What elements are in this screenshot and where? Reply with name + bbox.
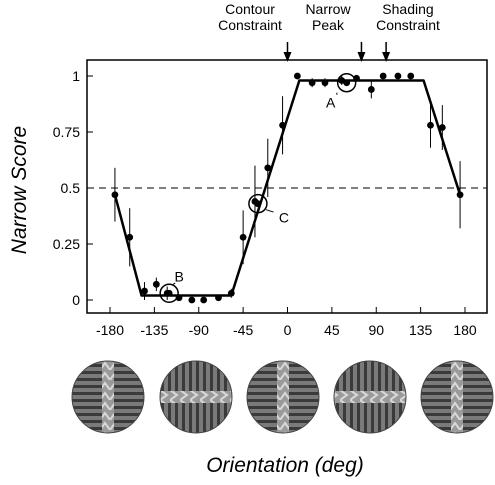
top-annotation-2-line-1: Constraint (376, 17, 440, 33)
x-tick-label-5: 45 (324, 322, 340, 338)
data-points (111, 72, 464, 304)
fit-line-layer (113, 79, 462, 297)
plot-frame (86, 59, 488, 314)
data-point-12 (264, 164, 272, 172)
point-label-b: B (174, 268, 183, 284)
stimulus-180-bar (451, 361, 463, 433)
y-axis-title: Narrow Score (8, 126, 31, 254)
x-axis-title: Orientation (deg) (206, 454, 364, 477)
stimulus-0 (246, 360, 320, 434)
stimulus-180-fill (421, 361, 493, 433)
label-leader-b (172, 282, 176, 285)
data-point-22 (407, 72, 415, 80)
data-point-8 (215, 294, 222, 302)
data-point-6 (188, 296, 196, 304)
top-arrow-head-2 (382, 52, 391, 62)
stimulus--180-rim (71, 360, 145, 434)
stimulus-90-rim (333, 360, 407, 434)
annotations: ContourConstraintNarrowPeakShadingConstr… (218, 1, 440, 62)
x-tick-label-0: -180 (96, 322, 124, 338)
top-arrow-head-1 (357, 52, 366, 62)
data-point-2 (141, 287, 148, 295)
stimulus--180-bar (102, 361, 114, 433)
stimulus-90-fill (334, 361, 406, 433)
highlight-point-c (254, 200, 262, 208)
data-point-14 (293, 72, 301, 80)
data-point-23 (427, 121, 434, 129)
top-annotation-0-line-1: Constraint (218, 17, 282, 33)
y-tick-label-1: 0.25 (53, 236, 80, 252)
highlight-point-a (343, 79, 351, 87)
data-point-7 (200, 296, 208, 304)
x-tick-label-8: 180 (453, 322, 477, 338)
stimulus--90-bar (160, 391, 232, 403)
top-annotation-1-line-0: Narrow (305, 1, 351, 17)
plot-border (86, 59, 488, 314)
data-point-16 (321, 79, 329, 87)
stimulus--180 (71, 360, 145, 434)
y-tick-label-0: 0 (72, 292, 80, 308)
point-label-c: C (279, 210, 289, 226)
data-point-1 (126, 233, 134, 241)
x-tick-label-3: -45 (233, 322, 253, 338)
highlight-circle-c (248, 193, 268, 214)
fit-line (113, 79, 462, 297)
data-point-21 (394, 72, 402, 80)
data-point-19 (367, 86, 375, 93)
stimulus-90 (333, 360, 407, 434)
stimulus--90-rim (159, 360, 233, 434)
highlight-circle-b (159, 283, 179, 304)
highlight-point-b (165, 289, 173, 297)
x-tick-label-6: 90 (368, 322, 384, 338)
x-tick-label-2: -90 (189, 322, 209, 338)
stimulus-90-bar (334, 391, 406, 403)
y-tick-label-3: 0.75 (53, 124, 80, 140)
data-point-9 (227, 289, 235, 297)
data-point-24 (438, 124, 446, 131)
stimulus-0-rim (246, 360, 320, 434)
label-leader-c (265, 209, 274, 213)
highlight-circles: A B C (159, 72, 357, 304)
x-tick-label-4: 0 (284, 322, 292, 338)
stimulus--90 (159, 360, 233, 434)
data-point-20 (379, 72, 387, 80)
stimulus-180-rim (420, 360, 494, 434)
stimulus--180-fill (72, 361, 144, 433)
y-ticks: 0 0.25 0.5 0.75 1 (53, 68, 93, 308)
y-tick-label-2: 0.5 (61, 180, 81, 196)
error-bars (114, 76, 461, 300)
point-label-a: A (326, 95, 336, 111)
stimulus-row (71, 360, 494, 434)
stimulus-180 (420, 360, 494, 434)
top-arrow-head-0 (283, 52, 292, 62)
top-annotation-1-line-1: Peak (312, 17, 345, 33)
x-ticks: -180 -135 -90 -45 0 45 90 135 180 (96, 307, 477, 338)
stimulus-0-bar (277, 361, 289, 433)
data-point-15 (308, 79, 316, 87)
data-point-25 (456, 191, 464, 199)
stimulus--90-fill (160, 361, 232, 433)
data-point-10 (239, 233, 247, 241)
data-point-13 (279, 121, 286, 129)
top-annotation-0-line-0: Contour (225, 1, 275, 17)
x-tick-label-1: -135 (140, 322, 168, 338)
stimulus-0-fill (247, 361, 319, 433)
data-point-0 (111, 191, 119, 199)
x-tick-label-7: 135 (409, 322, 433, 338)
highlight-circle-a (336, 72, 357, 93)
top-annotation-2-line-0: Shading (382, 1, 433, 17)
data-point-3 (152, 280, 160, 288)
y-tick-label-4: 1 (72, 68, 80, 84)
